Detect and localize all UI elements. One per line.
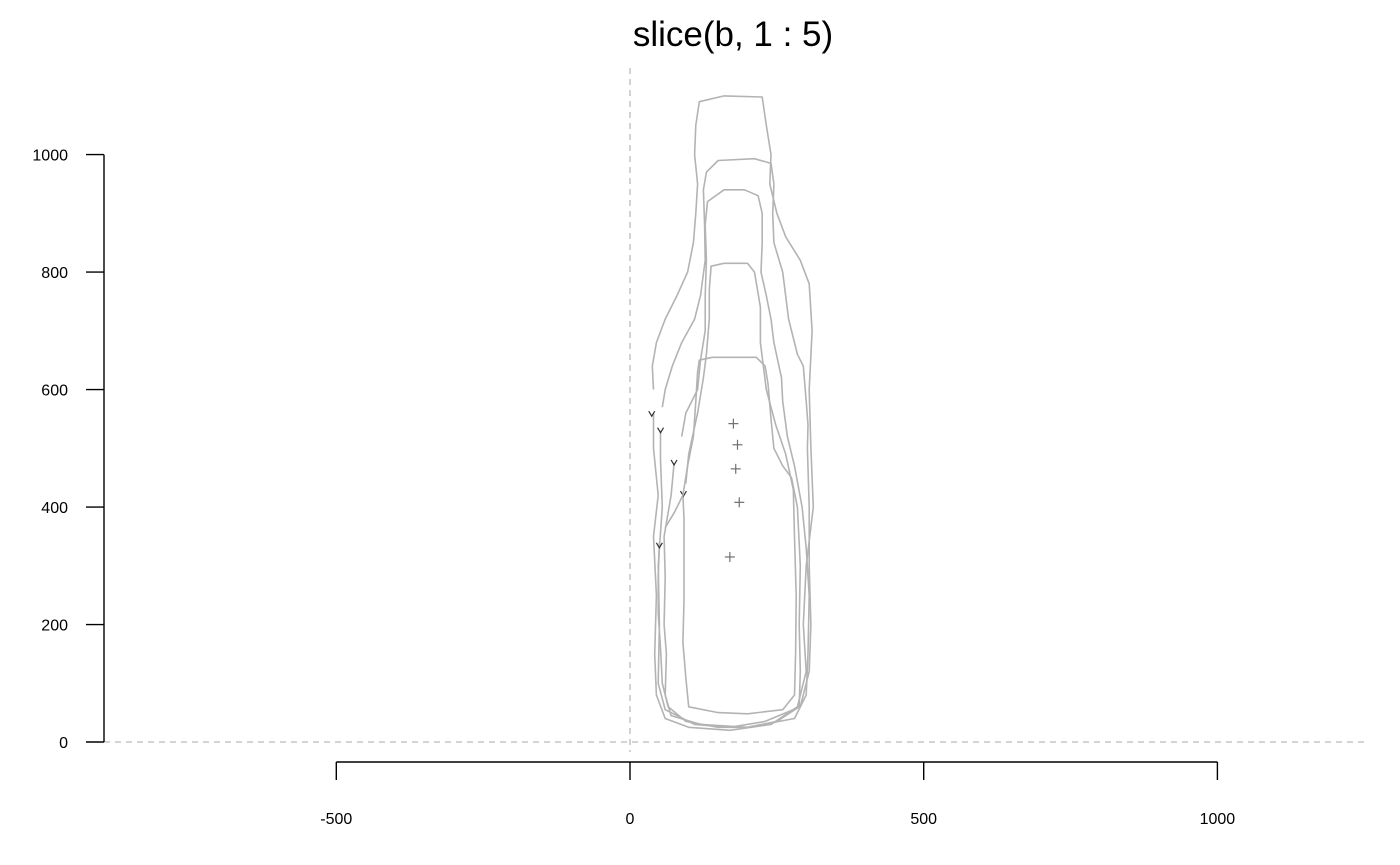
y-tick-label: 0: [59, 735, 68, 752]
start-marker: [657, 427, 665, 434]
y-tick-label: 400: [41, 500, 68, 517]
x-axis: -500 0 500 1000: [320, 761, 1236, 828]
series-4: [679, 262, 797, 715]
x-tick-label: 1000: [1200, 811, 1236, 828]
chart-title: slice(b, 1 : 5): [633, 15, 833, 54]
y-tick-label: 800: [41, 265, 68, 282]
start-marker: [670, 459, 678, 467]
series-5: [655, 356, 802, 729]
y-tick-label: 200: [41, 618, 68, 635]
series-1: [648, 95, 815, 732]
x-tick-label: 500: [910, 811, 937, 828]
start-marker: [679, 490, 687, 498]
series-2: [657, 157, 812, 729]
outline-path: [651, 95, 815, 732]
start-marker: [648, 410, 656, 418]
series-layer: [648, 95, 815, 732]
y-tick-label: 1000: [32, 148, 68, 165]
outline-path: [657, 157, 812, 729]
outline-path: [657, 356, 802, 729]
x-tick-label: 0: [626, 811, 635, 828]
y-tick-label: 600: [41, 383, 68, 400]
y-axis: 0 200 400 600 800 1000: [32, 148, 105, 752]
outline-path: [682, 262, 797, 715]
x-tick-label: -500: [320, 811, 352, 828]
reference-lines: [104, 68, 1365, 752]
start-marker: [655, 542, 663, 549]
